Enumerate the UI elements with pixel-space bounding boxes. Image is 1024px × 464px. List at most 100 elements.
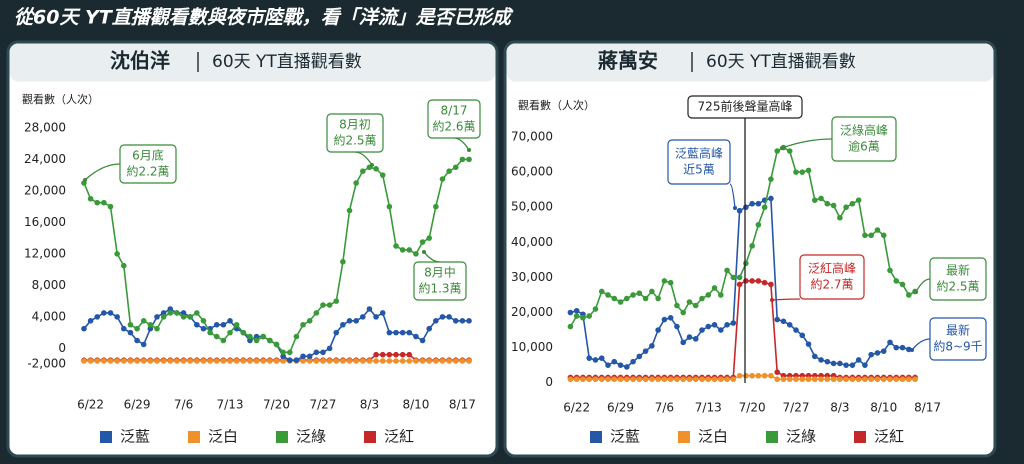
data-point bbox=[730, 274, 737, 281]
data-point bbox=[213, 333, 220, 340]
data-point bbox=[887, 267, 893, 274]
annotation-text: 最新 bbox=[946, 323, 970, 338]
data-point bbox=[419, 239, 426, 245]
data-point bbox=[306, 358, 313, 364]
page-title: 從60天 YT直播觀看數與夜市陸戰，看「洋流」是否已形成 bbox=[14, 7, 514, 29]
data-point bbox=[280, 358, 286, 364]
annotation-box bbox=[687, 95, 803, 119]
annotation-arrowhead bbox=[370, 163, 374, 167]
y-axis-label: 觀看數（人次） bbox=[518, 98, 595, 112]
data-point bbox=[379, 358, 386, 364]
data-point bbox=[439, 176, 446, 182]
data-point bbox=[899, 376, 906, 383]
data-point bbox=[899, 344, 906, 351]
data-point bbox=[743, 260, 749, 267]
y-tick-label: 10,000 bbox=[511, 340, 553, 354]
data-point bbox=[837, 376, 843, 383]
data-point bbox=[592, 376, 599, 383]
annotation-text: 6月底 bbox=[132, 148, 164, 163]
data-point bbox=[406, 247, 413, 253]
data-point bbox=[433, 203, 439, 210]
data-point bbox=[617, 376, 624, 383]
data-point bbox=[393, 358, 399, 364]
data-point bbox=[127, 358, 134, 364]
data-point bbox=[736, 281, 743, 288]
data-point bbox=[240, 329, 247, 336]
data-point bbox=[227, 329, 233, 336]
legend-swatch bbox=[590, 431, 602, 443]
data-point bbox=[154, 314, 160, 320]
annotation-text: 725前後聲量高峰 bbox=[698, 99, 793, 114]
data-point bbox=[711, 285, 718, 291]
data-point bbox=[207, 329, 213, 336]
data-point bbox=[849, 200, 856, 207]
data-point bbox=[220, 337, 227, 344]
data-point bbox=[446, 358, 452, 364]
data-point bbox=[87, 195, 94, 202]
data-point bbox=[893, 344, 900, 351]
data-point bbox=[406, 329, 413, 336]
data-point bbox=[661, 376, 668, 383]
data-point bbox=[730, 376, 737, 383]
data-point bbox=[160, 310, 167, 316]
data-point bbox=[743, 204, 749, 211]
data-point bbox=[812, 376, 818, 383]
data-point bbox=[730, 320, 737, 326]
data-point bbox=[452, 318, 459, 324]
annotation-text: 泛綠高峰 bbox=[840, 123, 888, 138]
data-point bbox=[233, 321, 240, 328]
data-point bbox=[655, 376, 661, 383]
data-point bbox=[592, 357, 599, 363]
legend-swatch bbox=[854, 431, 866, 443]
data-point bbox=[636, 353, 643, 360]
legend-swatch bbox=[766, 431, 778, 443]
x-tick-label: 8/10 bbox=[870, 401, 897, 415]
data-point bbox=[399, 247, 406, 253]
data-point bbox=[446, 314, 452, 320]
y-tick-label: 60,000 bbox=[511, 165, 553, 179]
data-point bbox=[705, 292, 712, 298]
data-point bbox=[824, 200, 831, 207]
data-point bbox=[333, 298, 340, 304]
data-point bbox=[786, 376, 793, 383]
data-point bbox=[260, 333, 267, 340]
data-point bbox=[220, 321, 227, 328]
data-point bbox=[573, 307, 580, 314]
data-point bbox=[253, 337, 260, 344]
annotation-box bbox=[667, 139, 731, 185]
data-point bbox=[167, 310, 174, 316]
data-point bbox=[452, 164, 459, 171]
data-point bbox=[630, 358, 636, 365]
x-tick-label: 7/20 bbox=[263, 398, 290, 412]
data-point bbox=[94, 199, 101, 206]
data-point bbox=[267, 358, 273, 364]
data-point bbox=[736, 274, 743, 281]
data-point bbox=[774, 376, 780, 383]
data-point bbox=[705, 376, 712, 383]
data-point bbox=[661, 278, 668, 284]
data-point bbox=[426, 235, 433, 241]
data-point bbox=[768, 176, 774, 182]
data-point bbox=[692, 376, 699, 383]
data-point bbox=[630, 376, 636, 383]
data-point bbox=[580, 314, 586, 321]
data-point bbox=[749, 372, 755, 379]
data-point bbox=[655, 295, 661, 302]
data-point bbox=[94, 358, 101, 364]
data-point bbox=[724, 267, 730, 274]
data-point bbox=[320, 302, 326, 308]
data-point bbox=[134, 358, 140, 364]
x-tick-label: 7/27 bbox=[783, 401, 810, 415]
data-point bbox=[661, 316, 668, 323]
legend-label: 泛藍 bbox=[120, 428, 150, 446]
data-point bbox=[874, 350, 881, 356]
data-point bbox=[147, 358, 154, 364]
data-point bbox=[768, 195, 774, 202]
data-point bbox=[799, 376, 806, 383]
data-point bbox=[406, 351, 413, 358]
data-point bbox=[862, 376, 868, 383]
data-point bbox=[174, 358, 180, 364]
data-point bbox=[868, 232, 874, 239]
data-point bbox=[253, 333, 260, 340]
